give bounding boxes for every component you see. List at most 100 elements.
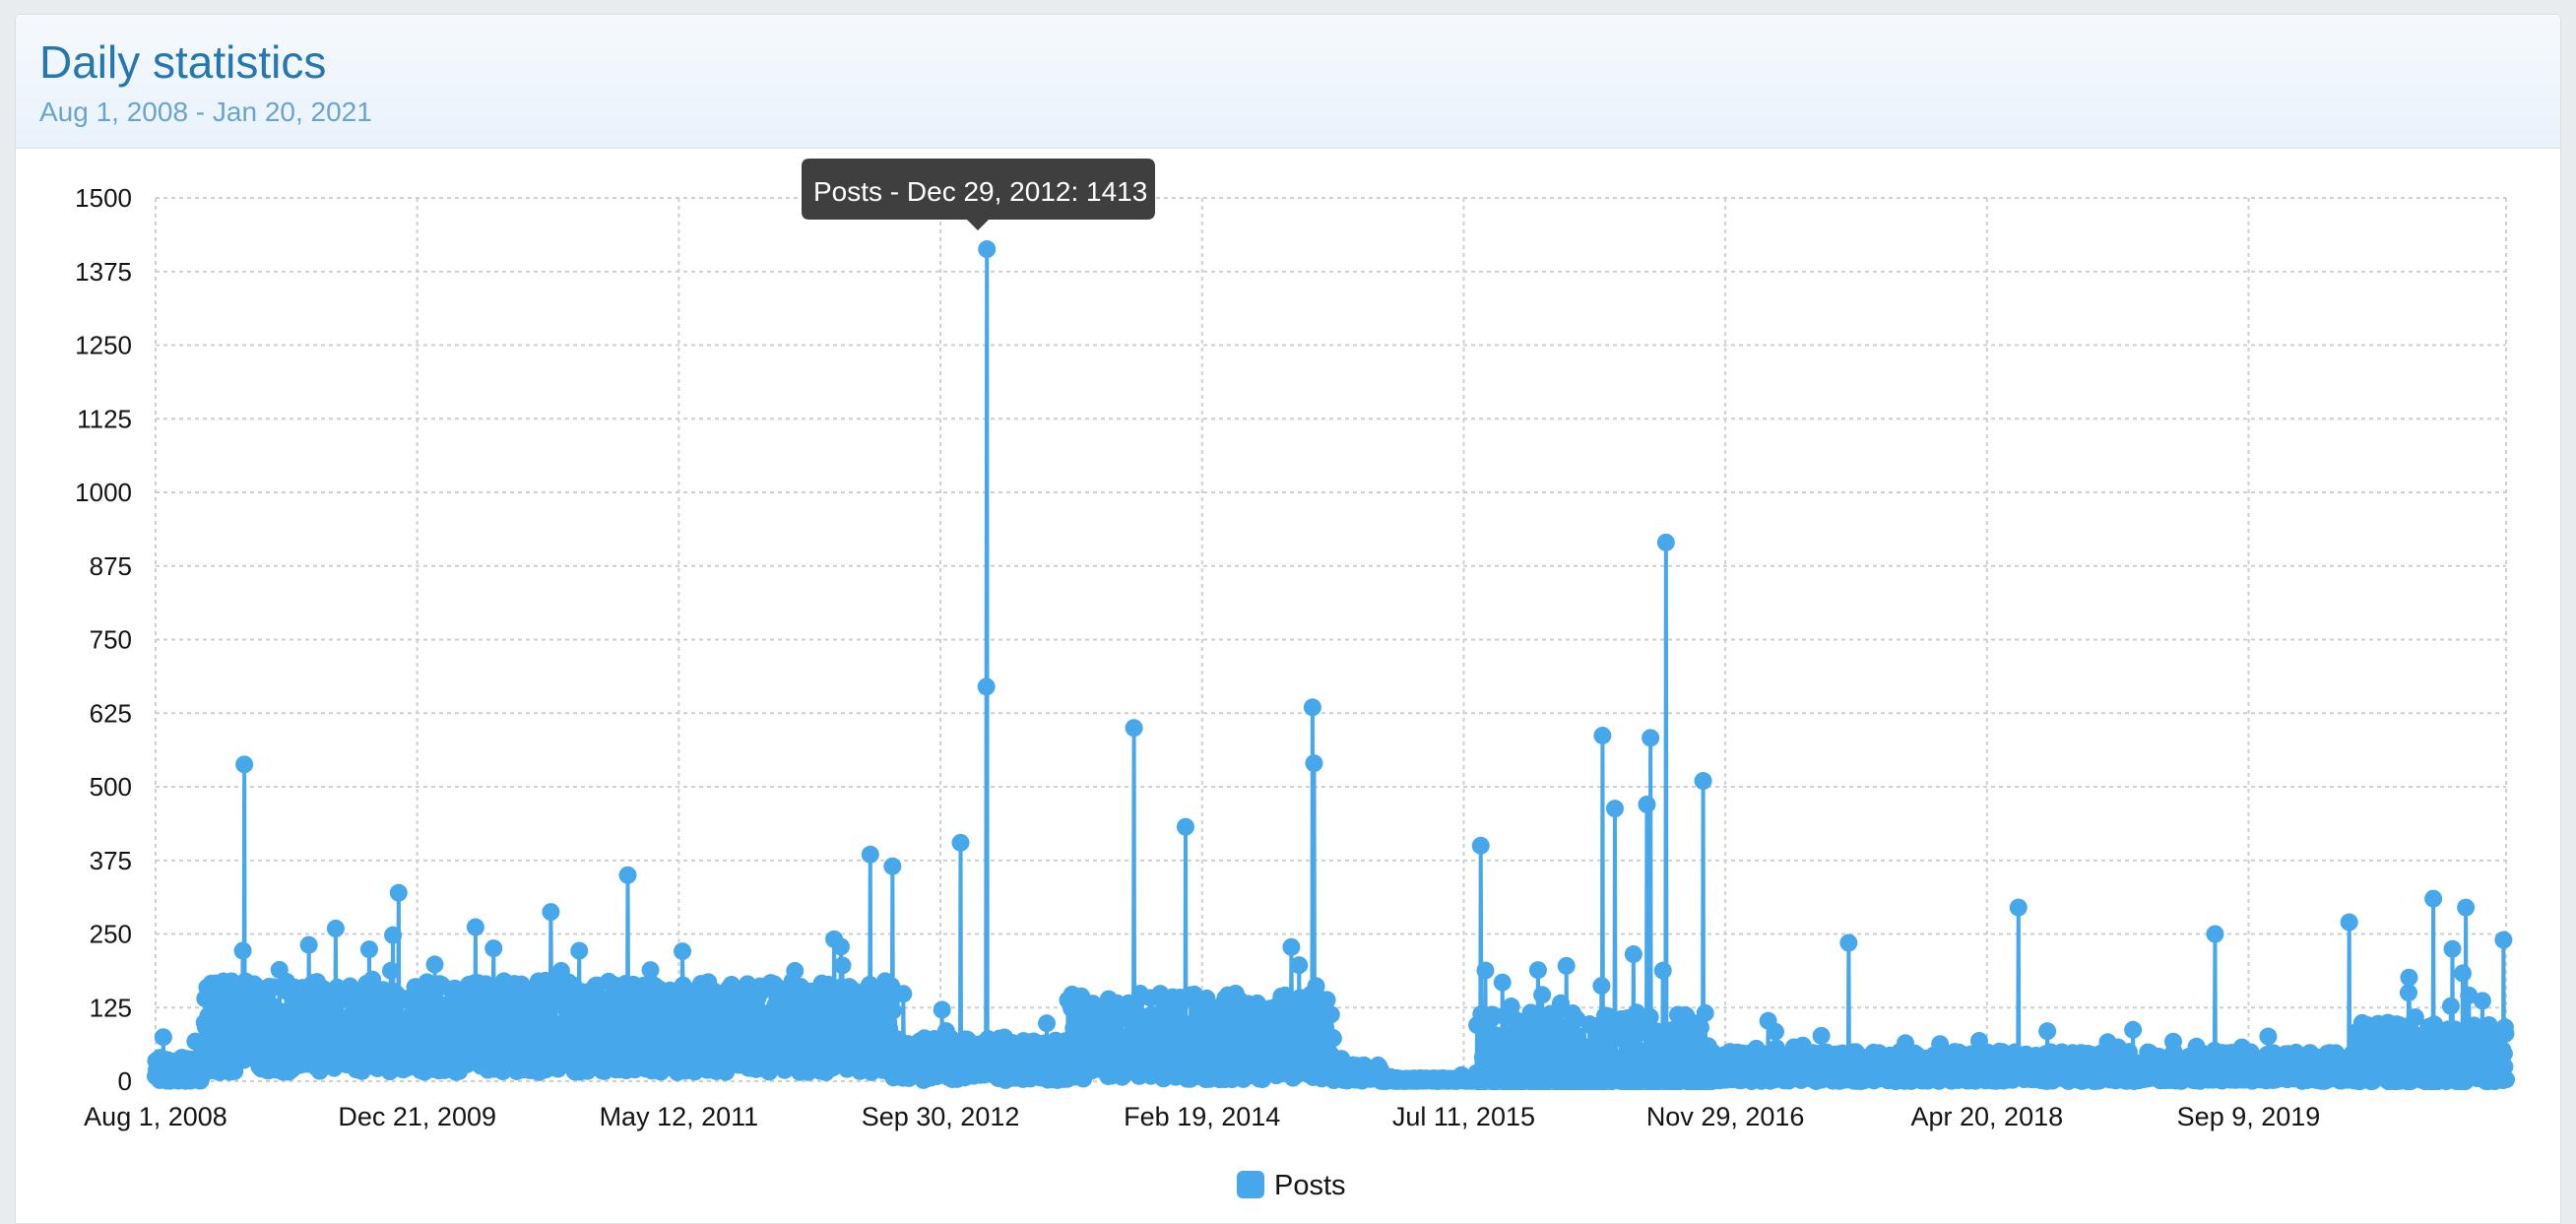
y-tick-label: 1500 <box>75 183 132 213</box>
posts-point[interactable] <box>1696 1003 1714 1022</box>
panel-header: Daily statistics Aug 1, 2008 - Jan 20, 2… <box>16 15 2560 149</box>
posts-point[interactable] <box>977 677 996 696</box>
posts-point[interactable] <box>389 883 408 902</box>
posts-point[interactable] <box>1493 973 1512 992</box>
posts-point[interactable] <box>883 857 902 875</box>
x-tick-label: Sep 9, 2019 <box>2177 1102 2321 1131</box>
posts-point[interactable] <box>233 941 252 960</box>
posts-point[interactable] <box>1656 533 1675 551</box>
y-tick-label: 1250 <box>75 331 132 360</box>
y-tick-label: 1375 <box>75 257 132 287</box>
posts-point[interactable] <box>1653 961 1672 980</box>
posts-series[interactable] <box>147 240 2515 1090</box>
posts-point[interactable] <box>2497 1070 2515 1089</box>
posts-point[interactable] <box>154 1028 172 1047</box>
posts-point[interactable] <box>2496 1024 2515 1043</box>
posts-point[interactable] <box>1038 1014 1057 1033</box>
posts-point[interactable] <box>1323 1029 1342 1048</box>
posts-point[interactable] <box>1305 754 1323 773</box>
posts-point[interactable] <box>1471 836 1490 855</box>
chart-grid <box>155 197 2507 1082</box>
posts-point[interactable] <box>1476 961 1495 980</box>
posts-point[interactable] <box>2441 997 2460 1015</box>
y-tick-label: 0 <box>118 1066 132 1096</box>
legend-posts-swatch[interactable] <box>1237 1171 1264 1198</box>
posts-point[interactable] <box>484 939 503 958</box>
posts-point[interactable] <box>1533 986 1552 1004</box>
posts-point[interactable] <box>978 240 997 259</box>
posts-point[interactable] <box>717 1063 736 1081</box>
x-axis-ticks: Aug 1, 2008 Dec 21, 2009 May 12, 2011 Sep 3… <box>84 1102 2320 1131</box>
posts-point[interactable] <box>1321 1005 1340 1024</box>
posts-point[interactable] <box>1642 729 1660 747</box>
x-tick-label: Nov 29, 2016 <box>1646 1102 1805 1131</box>
posts-point[interactable] <box>861 845 879 864</box>
posts-point[interactable] <box>1766 1022 1784 1041</box>
posts-point[interactable] <box>1839 934 1858 952</box>
chart-tooltip: Posts - Dec 29, 2012: 1413 <box>802 159 1155 230</box>
posts-point[interactable] <box>299 935 318 954</box>
posts-point[interactable] <box>2424 889 2443 908</box>
posts-point[interactable] <box>883 1001 902 1020</box>
posts-point[interactable] <box>2494 931 2513 949</box>
posts-point[interactable] <box>2038 1022 2057 1041</box>
posts-point[interactable] <box>951 833 970 852</box>
posts-point[interactable] <box>2443 939 2462 958</box>
posts-point[interactable] <box>381 961 400 980</box>
posts-point[interactable] <box>1290 956 1309 975</box>
posts-point[interactable] <box>618 866 637 884</box>
posts-point[interactable] <box>542 903 560 922</box>
chart-legend[interactable]: Posts <box>1237 1170 1346 1201</box>
posts-point[interactable] <box>2400 968 2418 987</box>
posts-point[interactable] <box>2124 1020 2143 1039</box>
posts-point[interactable] <box>2453 964 2472 983</box>
posts-point[interactable] <box>2009 898 2028 917</box>
posts-point[interactable] <box>894 985 913 1003</box>
x-tick-label: May 12, 2011 <box>600 1102 759 1131</box>
posts-point[interactable] <box>1624 945 1642 964</box>
posts-point[interactable] <box>1125 719 1143 738</box>
posts-point[interactable] <box>1176 817 1194 836</box>
posts-point[interactable] <box>833 956 852 975</box>
posts-point[interactable] <box>674 942 692 961</box>
posts-point[interactable] <box>2206 925 2224 943</box>
posts-point[interactable] <box>1638 795 1656 813</box>
x-tick-label: Aug 1, 2008 <box>84 1102 227 1131</box>
x-tick-label: Dec 21, 2009 <box>338 1102 496 1131</box>
posts-point[interactable] <box>570 941 589 960</box>
posts-point[interactable] <box>1812 1026 1831 1045</box>
posts-point[interactable] <box>1694 772 1712 791</box>
posts-point[interactable] <box>2473 992 2491 1010</box>
posts-point[interactable] <box>2399 984 2417 1002</box>
posts-point[interactable] <box>359 940 378 959</box>
posts-point[interactable] <box>933 1000 951 1019</box>
posts-point[interactable] <box>466 918 484 936</box>
posts-line[interactable] <box>154 247 2508 1083</box>
posts-point[interactable] <box>384 926 403 944</box>
posts-point[interactable] <box>326 919 345 937</box>
posts-point[interactable] <box>2259 1027 2278 1046</box>
posts-point[interactable] <box>2340 913 2358 932</box>
posts-point[interactable] <box>2457 898 2476 917</box>
posts-point[interactable] <box>1282 937 1301 956</box>
posts-point[interactable] <box>831 937 850 956</box>
posts-point[interactable] <box>235 755 254 774</box>
posts-point[interactable] <box>641 961 660 980</box>
x-tick-label: Sep 30, 2012 <box>862 1102 1020 1131</box>
posts-point[interactable] <box>1528 961 1547 980</box>
posts-point[interactable] <box>1593 726 1612 744</box>
x-tick-label: Feb 19, 2014 <box>1124 1102 1280 1131</box>
posts-point[interactable] <box>1592 977 1611 996</box>
posts-point[interactable] <box>425 955 444 974</box>
y-tick-label: 1000 <box>75 478 132 507</box>
posts-point[interactable] <box>786 961 805 980</box>
y-tick-label: 625 <box>90 698 132 728</box>
y-tick-label: 375 <box>90 846 132 875</box>
y-tick-label: 125 <box>90 993 132 1022</box>
posts-point[interactable] <box>1605 800 1624 818</box>
posts-point[interactable] <box>1303 698 1321 717</box>
posts-point[interactable] <box>597 990 615 1008</box>
posts-point[interactable] <box>1557 956 1576 975</box>
legend-posts-label[interactable]: Posts <box>1274 1170 1346 1201</box>
